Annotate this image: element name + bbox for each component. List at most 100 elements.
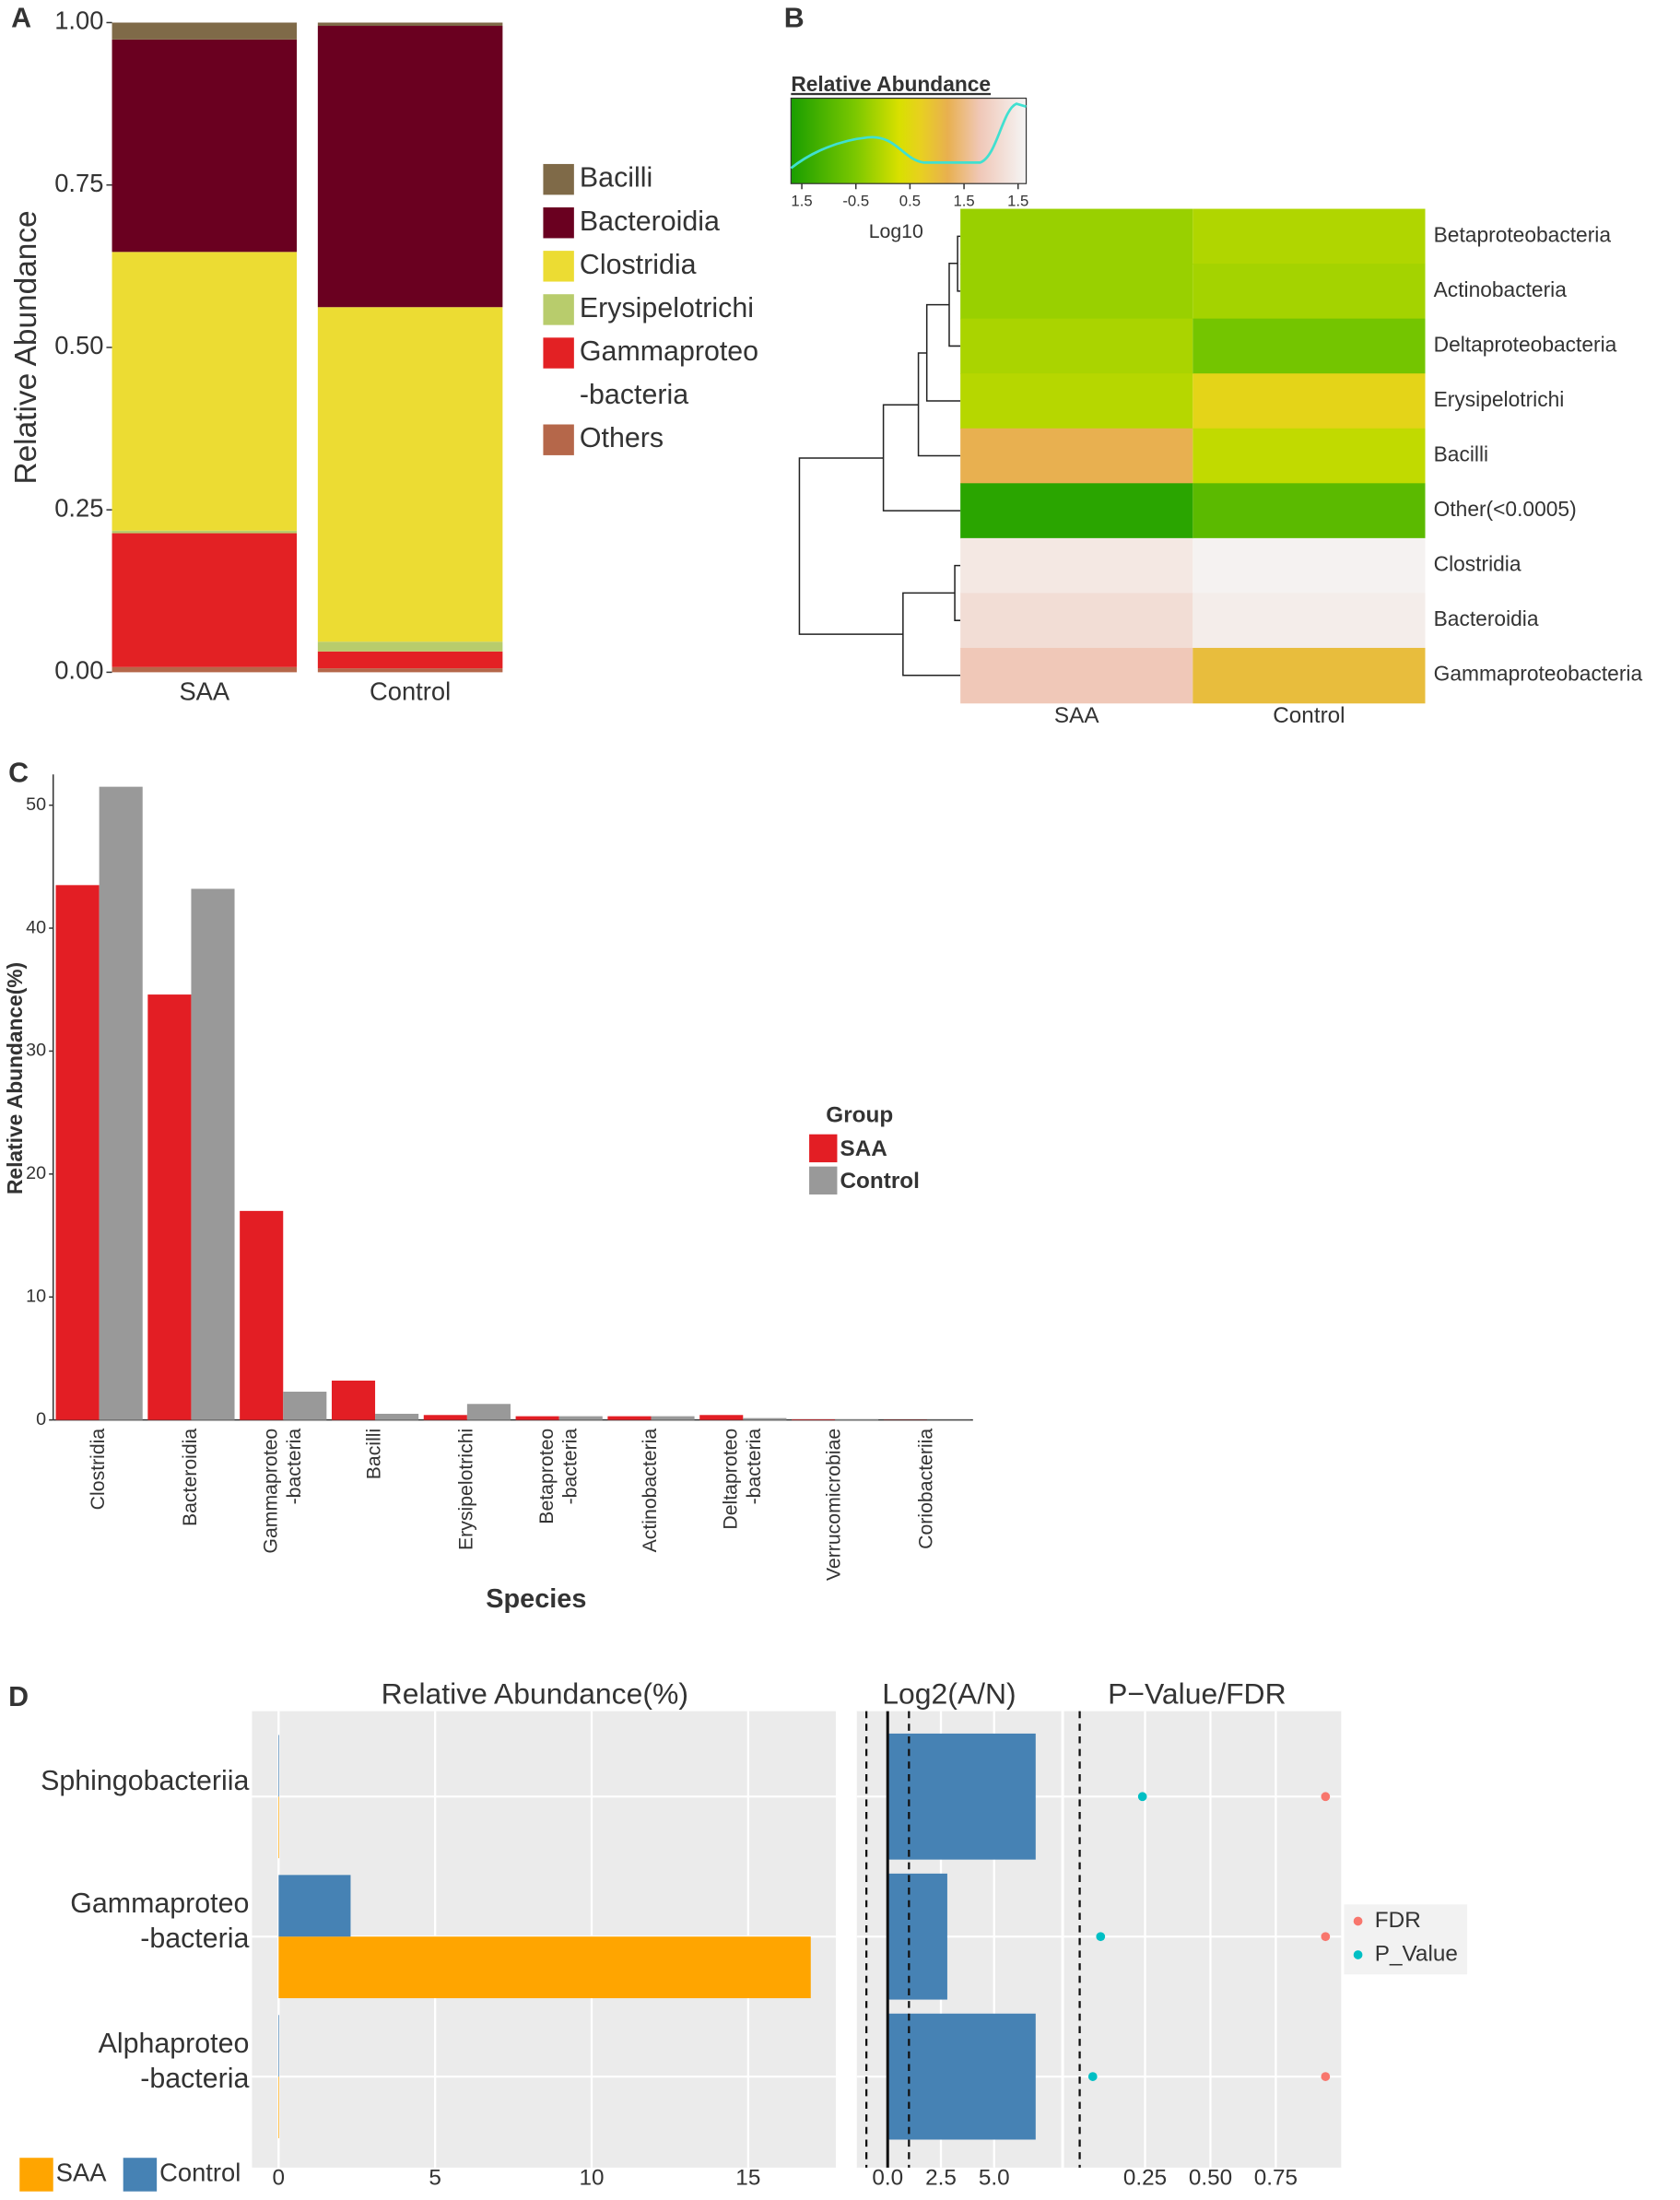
key-tick-label: -0.5 — [842, 192, 869, 209]
y-tick-label: 30 — [26, 1041, 46, 1061]
x-tick-label: Actinobacteria — [639, 1429, 661, 1553]
x-tick-label: Clostridia — [87, 1429, 109, 1511]
y-tick-label: 10 — [26, 1286, 46, 1306]
legend-swatch — [543, 337, 574, 369]
x-tick-label: Erysipelotrichi — [454, 1429, 476, 1550]
y-tick-label: 20 — [26, 1163, 46, 1183]
bar — [55, 885, 100, 1420]
bar — [99, 786, 143, 1420]
heatmap-cell — [960, 318, 1193, 374]
bar — [240, 1210, 284, 1420]
heatmap-cell — [1192, 428, 1426, 485]
bar-segment — [317, 307, 503, 642]
legend-swatch — [809, 1166, 838, 1195]
bar — [278, 1796, 280, 1859]
y-tick-label: 0 — [36, 1409, 46, 1429]
bar — [423, 1415, 467, 1420]
legend-swatch — [543, 294, 574, 325]
legend-label: P_Value — [1375, 1941, 1458, 1966]
legend-label: Bacilli — [580, 162, 652, 194]
panel-label: A — [11, 2, 31, 33]
bar — [191, 888, 235, 1420]
point — [1321, 1792, 1331, 1802]
row-label: Betaproteobacteria — [1434, 222, 1612, 246]
heatmap-cell — [1192, 593, 1426, 649]
heatmap-cell — [960, 537, 1193, 594]
x-tick-label: Bacteroidia — [179, 1429, 201, 1526]
panel-background — [1063, 1711, 1342, 2168]
row-label: Actinobacteria — [1434, 277, 1568, 301]
legend-label: Clostridia — [580, 249, 697, 280]
bar — [887, 2013, 1036, 2140]
point — [1321, 2072, 1331, 2081]
y-tick-label: 0.75 — [54, 169, 103, 197]
legend-swatch — [543, 251, 574, 282]
key-tick-label: 1.5 — [953, 192, 974, 209]
x-tick-label: Control — [370, 676, 451, 705]
y-axis-label: Relative Abundance — [9, 210, 43, 484]
bar-segment — [112, 533, 298, 667]
x-tick-label: SAA — [179, 676, 229, 705]
panel-title: Log2(A/N) — [882, 1676, 1016, 1710]
legend-swatch — [543, 163, 574, 195]
heatmap-cell — [960, 428, 1193, 485]
panel-title: Relative Abundance(%) — [382, 1676, 688, 1710]
legend-label: Bacteroidia — [580, 206, 720, 237]
legend-swatch — [809, 1134, 838, 1163]
bar-segment — [317, 22, 503, 27]
bar — [699, 1415, 744, 1420]
x-tick-label: 0 — [273, 2165, 286, 2190]
x-axis-label: Species — [486, 1584, 586, 1614]
x-tick-label: Verrucomicrobiae — [823, 1429, 845, 1581]
x-tick-label: 15 — [735, 2165, 760, 2190]
bar — [147, 994, 192, 1420]
y-tick-label: Sphingobacteriia — [41, 1765, 249, 1796]
key-density — [790, 102, 1027, 170]
key-tick-label: 0.5 — [899, 192, 921, 209]
bar — [466, 1404, 511, 1420]
bar — [887, 1873, 947, 2000]
panel-label: C — [8, 757, 29, 788]
panel-title: P−Value/FDR — [1108, 1676, 1286, 1710]
point — [1321, 1932, 1331, 1942]
bar — [278, 1735, 280, 1797]
bar — [515, 1416, 559, 1420]
bar — [743, 1418, 787, 1420]
heatmap-cell — [1192, 318, 1426, 374]
legend-swatch — [123, 2158, 158, 2192]
heatmap-cell — [960, 208, 1193, 265]
bar — [375, 1413, 419, 1420]
bar-segment — [112, 666, 298, 673]
bar — [283, 1391, 327, 1420]
bar-segment — [112, 22, 298, 40]
bar — [331, 1380, 376, 1420]
bar — [278, 1936, 811, 1999]
legend-swatch — [19, 2158, 53, 2192]
color-key — [790, 97, 1028, 184]
bar-segment — [112, 252, 298, 531]
x-tick-label: Gammaproteo -bacteria — [259, 1429, 305, 1554]
legend-label: Control — [840, 1169, 919, 1194]
legend-label: Erysipelotrichi — [580, 292, 754, 324]
y-tick-label: Gammaproteo -bacteria — [70, 1888, 249, 1954]
y-tick-label: 0.25 — [54, 493, 103, 522]
bar — [651, 1416, 695, 1420]
column-label: Control — [1273, 703, 1345, 728]
row-label: Deltaproteobacteria — [1434, 332, 1617, 356]
row-label: Erysipelotrichi — [1434, 387, 1565, 411]
y-axis-label: Relative Abundance(%) — [3, 962, 27, 1194]
column-label: SAA — [1054, 703, 1099, 728]
bar — [278, 1875, 351, 1937]
x-tick-label: Bacilli — [363, 1429, 385, 1480]
x-tick-label: 0.25 — [1123, 2165, 1167, 2190]
panel-label: B — [784, 2, 805, 33]
x-tick-label: Coriobacteriia — [915, 1429, 937, 1549]
y-tick-label: 0.50 — [54, 331, 103, 359]
x-tick-label: 0.0 — [872, 2165, 903, 2190]
legend-background — [1344, 1904, 1468, 1975]
legend-label: SAA — [840, 1136, 887, 1161]
point — [1087, 2072, 1098, 2081]
bar-segment — [317, 651, 503, 669]
